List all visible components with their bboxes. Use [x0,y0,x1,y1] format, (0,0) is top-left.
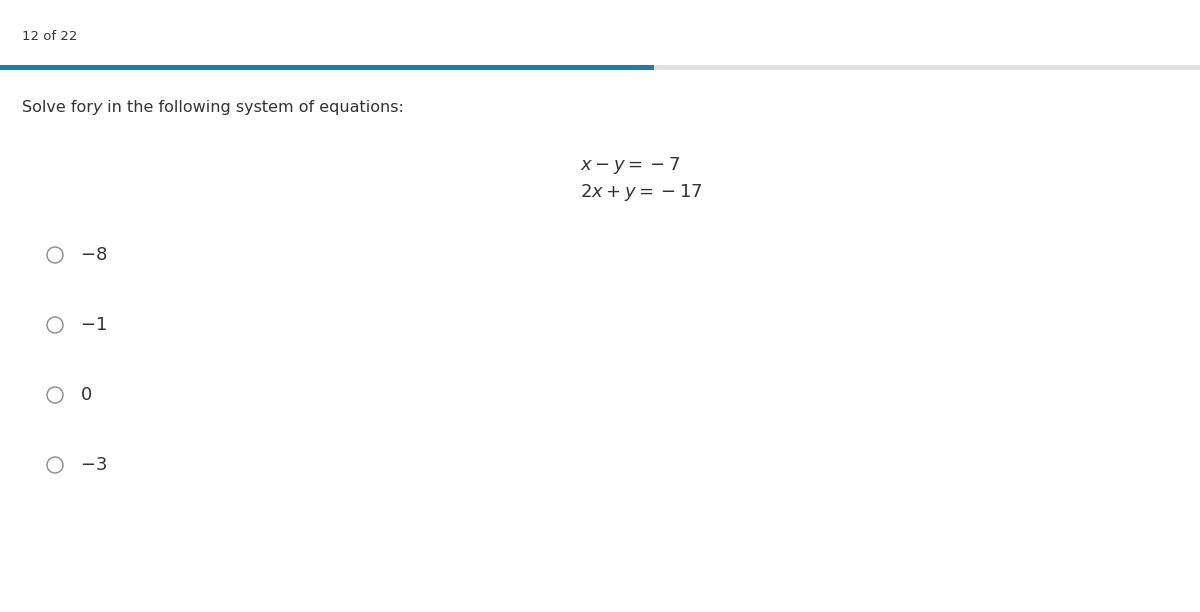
Text: $x-y=-7$: $x-y=-7$ [580,155,680,176]
Text: $0$: $0$ [80,386,92,404]
Text: $y$: $y$ [92,100,104,117]
Text: 12 of 22: 12 of 22 [22,30,77,43]
Bar [654,65,1200,70]
Text: $-8$: $-8$ [80,246,107,264]
Text: $2x+y=-17$: $2x+y=-17$ [580,182,702,203]
Text: in the following system of equations:: in the following system of equations: [102,100,404,115]
Text: $-3$: $-3$ [80,456,107,474]
Text: Solve for: Solve for [22,100,98,115]
Bar [0,65,654,70]
Text: $-1$: $-1$ [80,316,107,334]
